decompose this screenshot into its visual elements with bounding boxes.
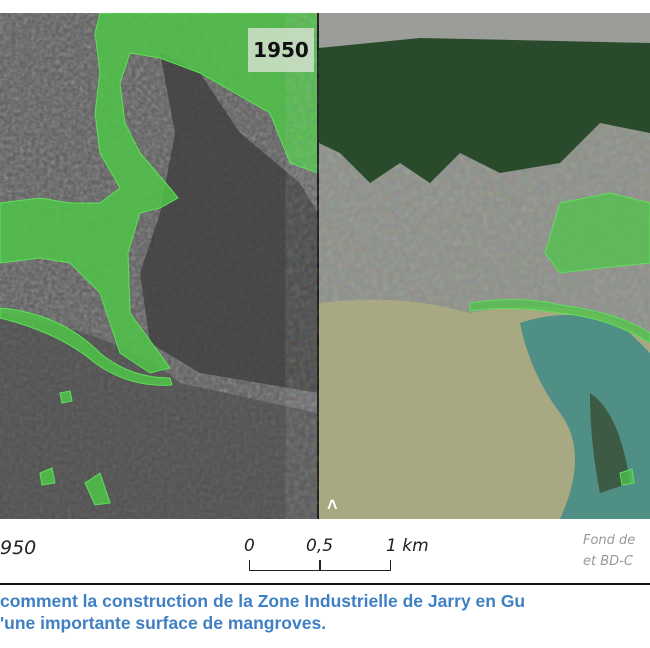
caption-line-1: comment la construction de la Zone Indus…	[0, 591, 526, 611]
scale-bar: 0 0,5 1 km	[244, 536, 429, 576]
scale-mid-tick	[319, 560, 321, 571]
mangrove-present	[469, 192, 650, 486]
caption-line-2: 'une importante surface de mangroves.	[0, 613, 327, 633]
maps-svg	[0, 12, 650, 519]
map-year-label: 1950	[248, 28, 314, 72]
source-line-1: Fond de	[583, 533, 636, 548]
north-arrow-icon: ˄	[327, 495, 338, 515]
map-comparison: 1950 ˄	[0, 12, 650, 519]
legend-year: 950	[0, 537, 37, 559]
divider	[0, 583, 650, 585]
source-line-2: et BD-C	[583, 554, 633, 569]
mangrove-1950	[0, 12, 319, 506]
map-1950	[0, 12, 319, 519]
scale-tick-0: 0	[244, 536, 255, 556]
scale-tick-mid: 0,5	[306, 536, 334, 556]
source-credit: Fond de et BD-C	[583, 530, 635, 572]
map-present	[319, 13, 650, 519]
scale-tick-end: 1 km	[386, 536, 429, 556]
figure-caption: comment la construction de la Zone Indus…	[0, 590, 525, 634]
